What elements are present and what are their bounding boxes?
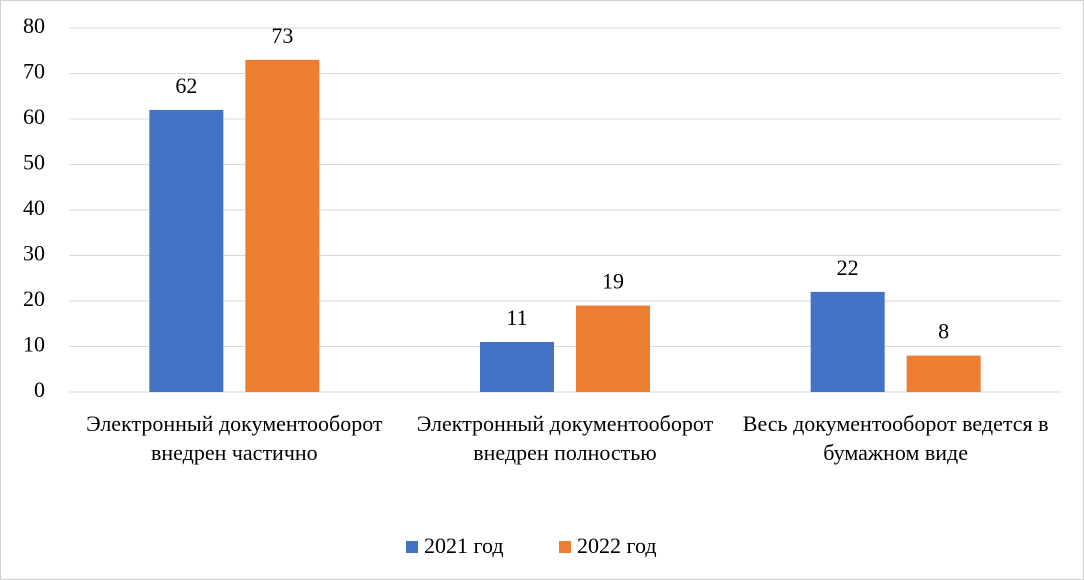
data-label: 11: [506, 305, 527, 330]
bar: [810, 291, 885, 392]
bar: [480, 341, 554, 392]
y-tick-label: 10: [23, 332, 45, 357]
y-tick-label: 80: [23, 13, 45, 38]
y-tick-label: 40: [23, 195, 45, 220]
y-tick-label: 30: [23, 241, 45, 266]
data-label: 62: [175, 73, 197, 98]
legend-swatch: [559, 541, 571, 553]
x-tick-label: Электронный документооборот внедрен част…: [86, 411, 383, 465]
y-tick-label: 50: [23, 150, 45, 175]
y-tick-label: 70: [23, 59, 45, 84]
bar: [149, 109, 224, 393]
data-label: 73: [271, 23, 293, 48]
data-label: 8: [938, 319, 949, 344]
x-tick-label: Весь документооборот ведется в бумажном …: [742, 411, 1049, 465]
legend-label: 2022 год: [577, 533, 657, 558]
bar: [576, 305, 650, 392]
data-label: 19: [602, 269, 624, 294]
legend-swatch: [406, 541, 418, 553]
y-tick-label: 60: [23, 104, 45, 129]
y-tick-label: 0: [34, 377, 45, 402]
data-label: 22: [837, 255, 859, 280]
bar: [245, 59, 320, 392]
bar: [906, 355, 981, 392]
y-tick-label: 20: [23, 286, 45, 311]
x-tick-label: Электронный документооборот внедрен полн…: [416, 411, 714, 465]
legend-label: 2021 год: [424, 533, 504, 558]
